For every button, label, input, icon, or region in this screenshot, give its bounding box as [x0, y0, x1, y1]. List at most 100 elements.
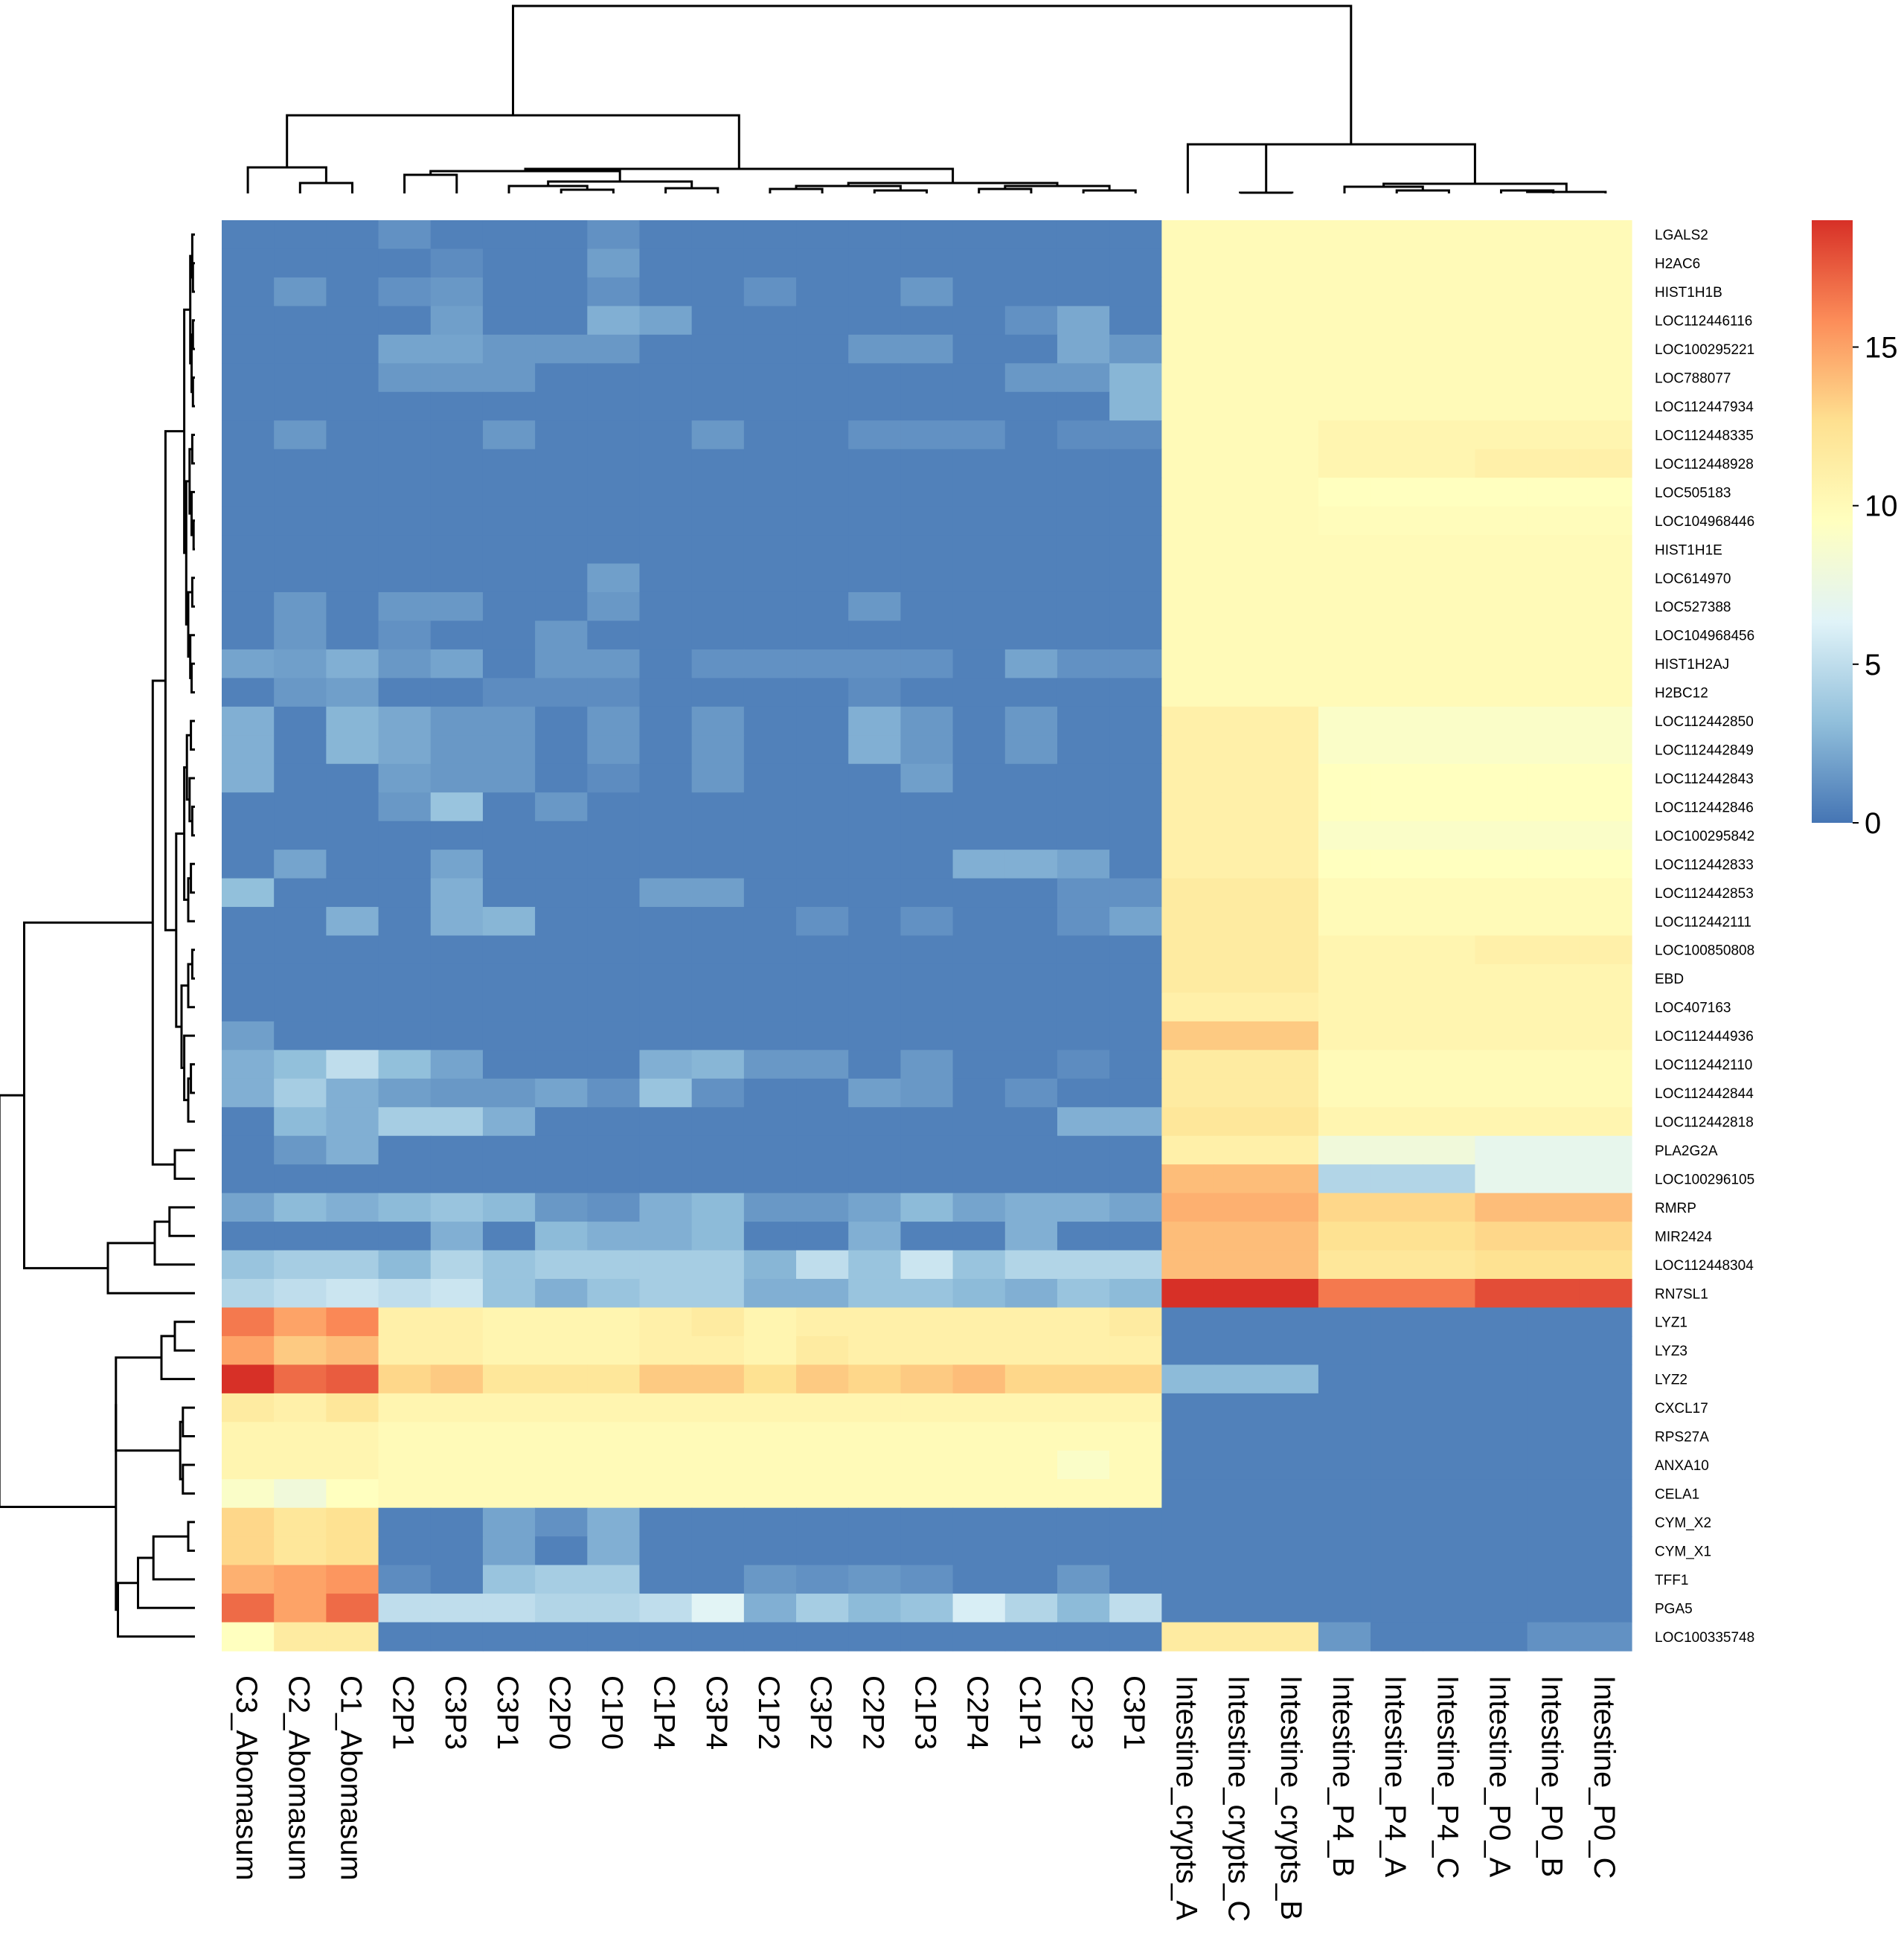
heatmap-cell: [1057, 935, 1110, 965]
heatmap-cell: [222, 878, 275, 908]
heatmap-cell: [743, 1594, 797, 1623]
heatmap-cell: [848, 563, 902, 593]
heatmap-cell: [1579, 1107, 1632, 1137]
column-label: C1P0: [595, 1675, 628, 1750]
heatmap-cell: [482, 649, 536, 678]
heatmap-cell: [222, 1536, 275, 1566]
heatmap-cell: [1057, 878, 1110, 908]
row-label: LOC112446116: [1655, 314, 1752, 330]
heatmap-cell: [274, 420, 327, 450]
heatmap-cell: [639, 306, 693, 336]
dendrogram-branch: [23, 921, 153, 1270]
heatmap-cell: [1475, 1450, 1528, 1480]
heatmap-cell: [1475, 1050, 1528, 1079]
heatmap-cell: [1527, 850, 1580, 879]
row-label: LOC104968456: [1655, 629, 1754, 644]
heatmap-cell: [952, 535, 1006, 565]
dendrogram-branch: [175, 832, 185, 1028]
heatmap-cell: [1266, 1250, 1319, 1280]
heatmap-cell: [1579, 678, 1632, 708]
heatmap-cell: [1109, 1393, 1162, 1422]
heatmap-cell: [1371, 1507, 1423, 1537]
heatmap-cell: [691, 1335, 745, 1365]
heatmap-cell: [900, 391, 954, 421]
heatmap-cell: [378, 1135, 432, 1165]
color-legend: 0 5 10 15: [1812, 220, 1898, 840]
heatmap-cell: [796, 591, 849, 622]
heatmap-cell: [430, 1135, 484, 1165]
heatmap-cell: [326, 963, 379, 994]
color-legend-bar: [1812, 220, 1853, 823]
heatmap-cell: [274, 1250, 327, 1280]
heatmap-cell: [274, 821, 327, 850]
heatmap-cell: [1057, 563, 1110, 593]
heatmap-cell: [1318, 1250, 1371, 1280]
heatmap-cell: [482, 449, 536, 478]
heatmap-cell: [1214, 735, 1267, 765]
heatmap-cell: [535, 1393, 588, 1422]
heatmap-cell: [1266, 1565, 1319, 1594]
column-label: C1P2: [752, 1675, 785, 1750]
heatmap-cell: [1161, 963, 1215, 994]
heatmap-cell: [796, 1021, 849, 1050]
heatmap-cell: [952, 248, 1006, 278]
heatmap-cell: [1057, 735, 1110, 765]
legend-tick-label: 5: [1865, 649, 1881, 681]
heatmap-cell: [482, 506, 536, 536]
heatmap-cell: [1318, 363, 1371, 393]
heatmap-cell: [1475, 1565, 1528, 1594]
heatmap-cell: [274, 591, 327, 622]
heatmap-cell: [952, 1450, 1006, 1480]
heatmap-cell: [848, 907, 902, 937]
heatmap-cell: [1527, 706, 1580, 736]
heatmap-cell: [1423, 506, 1476, 536]
heatmap-cell: [482, 220, 536, 250]
heatmap-cell: [1475, 792, 1528, 822]
heatmap-cell: [796, 821, 849, 850]
heatmap-cell: [378, 1364, 432, 1394]
heatmap-cell: [1266, 306, 1319, 336]
heatmap-cell: [378, 1507, 432, 1537]
heatmap-cell: [430, 363, 484, 393]
heatmap-cell: [1579, 792, 1632, 822]
heatmap-cell: [796, 1422, 849, 1451]
heatmap-cell: [1004, 535, 1058, 565]
heatmap-cell: [326, 1594, 379, 1623]
heatmap-cell: [1004, 1107, 1058, 1137]
row-label: LOC112442110: [1655, 1058, 1752, 1074]
heatmap-cell: [378, 1250, 432, 1280]
heatmap-cell: [1109, 1594, 1162, 1623]
heatmap-cell: [222, 1622, 275, 1652]
heatmap-cell: [1004, 591, 1058, 622]
heatmap-cell: [1579, 706, 1632, 736]
heatmap-cell: [743, 821, 797, 850]
heatmap-cell: [848, 1479, 902, 1509]
heatmap-cell: [535, 334, 588, 364]
heatmap-cell: [1266, 792, 1319, 822]
heatmap-cell: [1109, 1250, 1162, 1280]
heatmap-cell: [1004, 821, 1058, 850]
heatmap-cell: [1266, 1364, 1319, 1394]
heatmap-cell: [326, 449, 379, 478]
dendrogram-branch: [187, 1521, 195, 1552]
heatmap-cell: [691, 277, 745, 307]
dendrogram-branch: [190, 577, 195, 608]
heatmap-cell: [848, 763, 902, 793]
heatmap-cell: [1318, 563, 1371, 593]
heatmap-cell: [1475, 563, 1528, 593]
heatmap-cell: [274, 1307, 327, 1337]
heatmap-cell: [326, 1279, 379, 1309]
heatmap-cell: [1371, 277, 1423, 307]
heatmap-cell: [1214, 1335, 1267, 1365]
heatmap-cell: [430, 792, 484, 822]
heatmap-cell: [1214, 1107, 1267, 1137]
heatmap-cell: [430, 1364, 484, 1394]
heatmap-cell: [1004, 1536, 1058, 1566]
heatmap-cell: [222, 1193, 275, 1222]
heatmap-cell: [1214, 591, 1267, 622]
heatmap-cell: [1057, 1565, 1110, 1594]
heatmap-cell: [900, 678, 954, 708]
heatmap-cell: [796, 449, 849, 478]
heatmap-cell: [1318, 1222, 1371, 1251]
heatmap-cell: [639, 735, 693, 765]
